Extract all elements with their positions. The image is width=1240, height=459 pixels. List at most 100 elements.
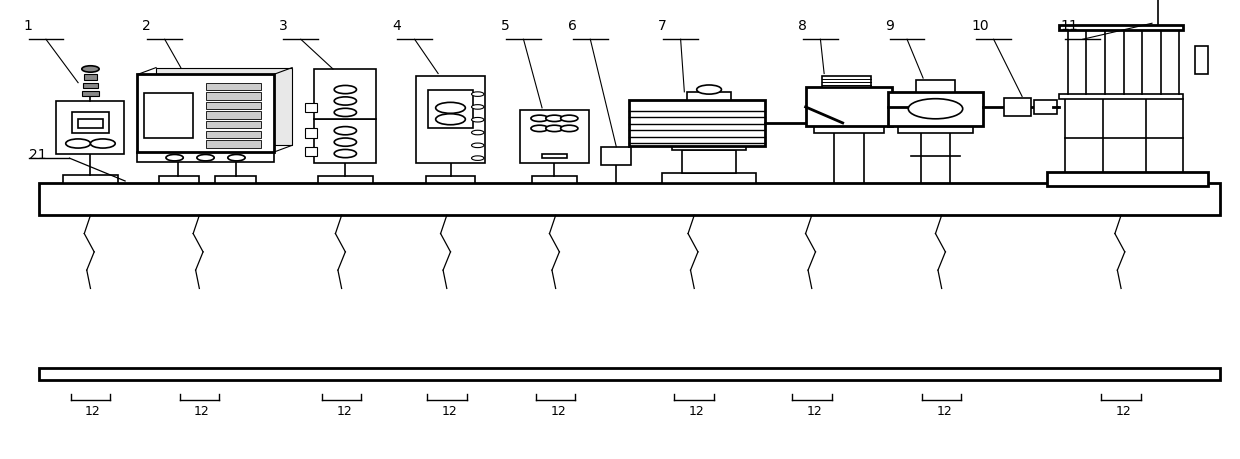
Bar [428,90,472,129]
Text: 12: 12 [86,404,100,418]
Circle shape [197,155,215,162]
Text: 4: 4 [392,19,401,34]
Circle shape [471,144,484,148]
Circle shape [531,126,548,132]
Circle shape [335,139,356,147]
Text: 5: 5 [501,19,510,34]
Bar [662,174,756,184]
Bar [601,147,631,166]
Bar [319,177,372,184]
Bar [206,141,262,148]
Bar [815,127,884,134]
Circle shape [471,118,484,123]
Circle shape [531,116,548,122]
Bar [687,93,732,101]
Bar [305,129,317,138]
Bar [939,102,957,113]
Bar [889,93,982,127]
Circle shape [471,106,484,110]
Polygon shape [1059,120,1090,173]
Bar [206,122,262,129]
Bar [1047,173,1208,186]
Bar [629,101,765,146]
Bar [144,94,193,139]
Bar [672,146,746,151]
Bar [532,177,577,184]
Bar [78,120,103,129]
Circle shape [471,157,484,161]
Bar [63,176,118,184]
Text: 21: 21 [29,147,46,161]
Circle shape [335,98,356,106]
Text: 7: 7 [658,19,667,34]
Bar [520,111,589,163]
Circle shape [91,140,115,149]
Text: 12: 12 [193,404,210,418]
Bar [56,102,124,154]
Text: 12: 12 [551,404,565,418]
Bar [206,93,262,101]
Circle shape [435,103,465,114]
Bar [83,84,98,89]
Text: 3: 3 [279,19,288,34]
Text: 12: 12 [936,404,952,418]
Bar [72,113,109,134]
Bar [542,154,567,159]
Bar [206,84,262,91]
Text: 12: 12 [806,404,822,418]
Text: 9: 9 [885,19,894,34]
Bar [159,177,200,184]
Bar [415,77,485,163]
Bar [305,104,317,113]
Text: 12: 12 [689,404,704,418]
Circle shape [560,116,578,122]
Bar [206,112,262,119]
Bar [138,75,274,153]
Bar [206,131,262,139]
Bar [425,177,475,184]
Circle shape [166,155,184,162]
Text: 2: 2 [143,19,151,34]
Circle shape [471,131,484,135]
Text: 12: 12 [336,404,352,418]
Bar [1059,95,1183,100]
Circle shape [335,150,356,158]
Circle shape [546,126,563,132]
Bar [915,81,955,93]
Bar [682,151,737,174]
Circle shape [82,67,99,73]
Circle shape [546,116,563,122]
Bar [305,147,317,157]
Bar [138,153,274,163]
Text: 1: 1 [24,19,32,34]
Circle shape [335,109,356,117]
Bar [898,127,972,134]
Bar [1012,102,1028,113]
Text: 6: 6 [568,19,577,34]
Text: 12: 12 [1116,404,1131,418]
Text: 10: 10 [971,19,990,34]
Text: 12: 12 [441,404,458,418]
Circle shape [471,93,484,97]
Bar [1059,26,1183,31]
Circle shape [435,115,465,125]
Bar [806,88,893,127]
Bar [38,369,1220,380]
Bar [315,70,376,120]
Bar [315,120,376,163]
Circle shape [228,155,246,162]
Circle shape [908,100,962,119]
Bar [822,77,872,88]
Bar [82,92,99,97]
Circle shape [697,86,722,95]
Bar [84,75,97,81]
Bar [1034,101,1056,115]
Bar [216,177,257,184]
Bar [1003,99,1030,116]
Bar [823,117,843,130]
Bar [206,103,262,110]
Circle shape [335,86,356,95]
Bar [156,68,293,146]
Bar [38,184,1220,216]
Text: 11: 11 [1060,19,1079,34]
